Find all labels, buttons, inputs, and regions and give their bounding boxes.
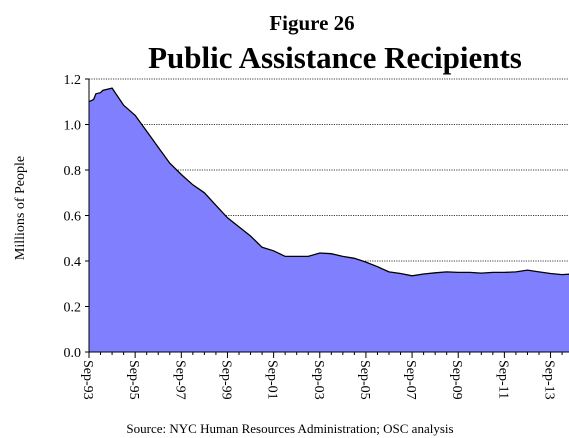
area-series <box>89 88 569 352</box>
series-line <box>88 87 569 277</box>
y-tick-label-4: 0.8 <box>64 164 82 179</box>
y-tick-label-5: 1.0 <box>64 119 82 134</box>
x-tick-label-6: Sep-05 <box>357 360 372 400</box>
figure-label: Figure 26 <box>269 11 354 35</box>
y-tick-label-0: 0.0 <box>64 346 82 361</box>
y-tick-label-3: 0.6 <box>64 210 82 225</box>
x-ticks: Sep-93 Sep-95 Sep-97 Sep-99 Sep-01 Sep-03 Sep-… <box>80 352 563 400</box>
y-tick-label-1: 0.2 <box>64 301 82 316</box>
x-tick-label-2: Sep-97 <box>172 360 187 400</box>
x-tick-label-4: Sep-01 <box>265 360 280 400</box>
y-tick-label-6: 1.2 <box>64 73 82 88</box>
y-tick-label-2: 0.4 <box>64 255 82 270</box>
chart-title: Public Assistance Recipients <box>148 40 522 75</box>
y-axis-label: Millions of People <box>13 156 28 260</box>
x-tick-label-5: Sep-03 <box>311 360 326 400</box>
x-tick-label-3: Sep-99 <box>219 360 234 400</box>
x-tick-label-8: Sep-09 <box>449 360 464 400</box>
x-tick-label-9: Sep-11 <box>495 360 510 399</box>
x-tick-label-7: Sep-07 <box>403 360 418 400</box>
x-tick-label-10: Sep-13 <box>542 360 557 400</box>
x-tick-label-0: Sep-93 <box>80 360 95 400</box>
x-tick-label-1: Sep-95 <box>126 360 141 400</box>
y-ticks: 0.0 0.2 0.4 0.6 0.8 1.0 1.2 <box>64 73 89 361</box>
source-note: Source: NYC Human Resources Administrati… <box>126 421 453 436</box>
